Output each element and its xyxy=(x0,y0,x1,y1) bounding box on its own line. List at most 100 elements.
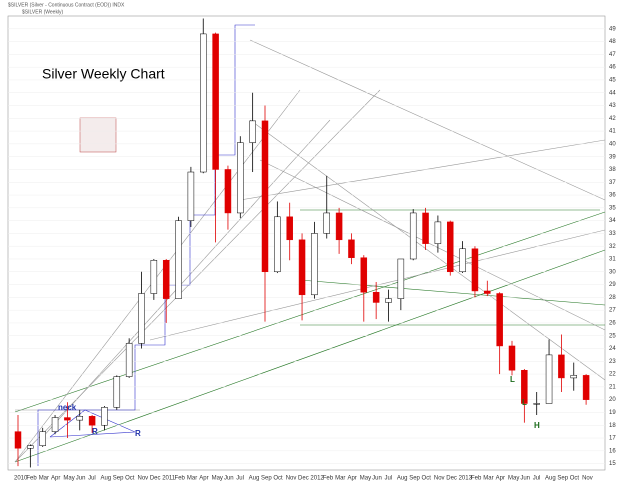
x-tick-label: Jun xyxy=(372,476,382,482)
y-tick-label: 44 xyxy=(609,90,616,96)
chart-header: $SILVER (Silver - Continuous Contract (E… xyxy=(8,2,125,8)
x-tick-label: Jul xyxy=(533,476,541,482)
x-tick-label: May xyxy=(360,476,371,482)
y-tick-label: 17 xyxy=(609,436,616,442)
y-tick-label: 18 xyxy=(609,423,616,429)
chart-subheader: $SILVER (Weekly) xyxy=(22,9,64,15)
candle-body xyxy=(459,248,466,273)
x-tick-label: Sep xyxy=(409,476,420,482)
y-tick-label: 36 xyxy=(609,193,616,199)
x-tick-label: Apr xyxy=(199,476,208,482)
x-tick-label: Mar xyxy=(39,476,49,482)
y-tick-label: 45 xyxy=(609,78,616,84)
y-tick-label: 34 xyxy=(609,218,616,224)
annotation: H xyxy=(534,421,540,430)
y-tick-label: 21 xyxy=(609,384,616,390)
x-tick-label: Sep xyxy=(113,476,124,482)
x-tick-label: Jun xyxy=(520,476,530,482)
candle-body xyxy=(335,212,343,241)
y-tick-label: 37 xyxy=(609,180,616,186)
candle-body xyxy=(212,33,219,170)
x-tick-label: Jul xyxy=(88,476,96,482)
candle-body xyxy=(496,293,503,347)
y-tick-label: 16 xyxy=(609,448,616,454)
x-tick-label: 2010 xyxy=(14,476,28,482)
y-tick-label: 19 xyxy=(609,410,616,416)
candle-body xyxy=(471,248,479,292)
candle-body xyxy=(298,239,306,296)
trend-line xyxy=(299,279,606,306)
x-tick-label: Mar xyxy=(483,476,493,482)
candle-body xyxy=(582,375,590,400)
candle-body xyxy=(274,216,281,273)
annotation: L xyxy=(510,375,515,384)
candle-body xyxy=(113,376,121,408)
x-tick-label: Jun xyxy=(76,476,86,482)
candle-body xyxy=(175,220,182,299)
x-tick-label: May xyxy=(508,476,519,482)
candle-body xyxy=(200,33,207,173)
candle-body xyxy=(64,417,71,421)
x-tick-label: Sep xyxy=(557,476,568,482)
candle-body xyxy=(484,290,491,294)
candle-body xyxy=(14,431,22,449)
x-tick-label: Feb xyxy=(175,476,186,482)
x-tick-label: Mar xyxy=(335,476,345,482)
trend-line xyxy=(149,229,606,341)
y-tick-label: 31 xyxy=(609,257,616,263)
y-tick-label: 22 xyxy=(609,372,616,378)
x-tick-label: Jun xyxy=(224,476,234,482)
candle-body xyxy=(88,416,96,426)
step-line xyxy=(37,24,255,466)
candle-body xyxy=(385,298,392,303)
x-tick-label: Oct xyxy=(125,476,135,482)
y-tick-label: 24 xyxy=(609,346,616,352)
candle-body xyxy=(508,345,516,371)
y-tick-label: 38 xyxy=(609,167,616,173)
x-tick-label: Oct xyxy=(570,476,580,482)
candle-body xyxy=(434,221,442,244)
y-tick-label: 29 xyxy=(609,282,616,288)
plot-frame xyxy=(7,15,606,471)
y-tick-label: 32 xyxy=(609,244,616,250)
candle-body xyxy=(323,212,330,234)
logo xyxy=(79,117,117,153)
candle-body xyxy=(447,221,454,273)
x-tick-label: Mar xyxy=(187,476,197,482)
y-tick-label: 27 xyxy=(609,308,616,314)
x-tick-label: Aug xyxy=(100,476,111,482)
annotation: R xyxy=(92,427,98,436)
candle-body xyxy=(311,233,318,296)
x-tick-label: Apr xyxy=(51,476,60,482)
y-tick-label: 30 xyxy=(609,269,616,275)
candle-body xyxy=(138,293,145,344)
x-tick-label: Nov xyxy=(286,476,297,482)
candle-body xyxy=(51,417,59,432)
x-tick-label: 2013 xyxy=(459,476,473,482)
x-tick-label: Nov xyxy=(582,476,593,482)
trend-line xyxy=(14,211,606,413)
y-tick-label: 40 xyxy=(609,141,616,147)
candle-body xyxy=(27,445,34,449)
chart-title: Silver Weekly Chart xyxy=(42,66,165,82)
candle-body xyxy=(409,212,417,260)
x-tick-label: Feb xyxy=(323,476,334,482)
x-tick-label: Aug xyxy=(545,476,556,482)
y-tick-label: 39 xyxy=(609,154,616,160)
candle-body xyxy=(372,291,380,303)
x-tick-label: Dec xyxy=(150,476,161,482)
candle-body xyxy=(533,403,540,405)
logo-box xyxy=(79,117,117,153)
candle-body xyxy=(224,169,232,214)
y-tick-label: 15 xyxy=(609,461,616,467)
annotation: neck xyxy=(58,403,77,412)
candle-body xyxy=(76,416,83,421)
y-tick-label: 20 xyxy=(609,397,616,403)
x-tick-label: Oct xyxy=(273,476,283,482)
annotation: L xyxy=(522,398,527,407)
candle-body xyxy=(101,407,108,426)
candle-body xyxy=(39,431,46,446)
candle-body xyxy=(558,354,565,379)
candle-body xyxy=(237,142,244,214)
x-tick-label: 2011 xyxy=(162,476,176,482)
